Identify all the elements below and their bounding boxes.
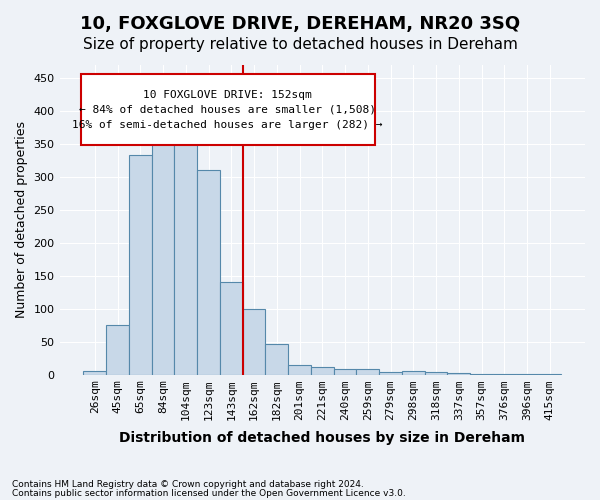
Bar [288,364,311,374]
Bar [197,170,220,374]
Bar [106,325,129,374]
Bar [402,371,425,374]
Bar [425,372,448,374]
Y-axis label: Number of detached properties: Number of detached properties [15,122,28,318]
Text: Size of property relative to detached houses in Dereham: Size of property relative to detached ho… [83,38,517,52]
Bar [242,308,265,374]
Bar [379,372,402,374]
Text: Contains public sector information licensed under the Open Government Licence v3: Contains public sector information licen… [12,489,406,498]
Bar [265,344,288,374]
Bar [334,368,356,374]
Bar [448,373,470,374]
Text: Contains HM Land Registry data © Crown copyright and database right 2024.: Contains HM Land Registry data © Crown c… [12,480,364,489]
Bar [129,155,152,374]
Text: 10 FOXGLOVE DRIVE: 152sqm
← 84% of detached houses are smaller (1,508)
16% of se: 10 FOXGLOVE DRIVE: 152sqm ← 84% of detac… [73,90,383,130]
X-axis label: Distribution of detached houses by size in Dereham: Distribution of detached houses by size … [119,431,525,445]
Bar [311,368,334,374]
Bar [83,371,106,374]
Bar [152,142,175,374]
Bar [175,132,197,374]
Bar [356,370,379,374]
Bar [220,282,242,374]
FancyBboxPatch shape [80,74,375,146]
Text: 10, FOXGLOVE DRIVE, DEREHAM, NR20 3SQ: 10, FOXGLOVE DRIVE, DEREHAM, NR20 3SQ [80,15,520,33]
